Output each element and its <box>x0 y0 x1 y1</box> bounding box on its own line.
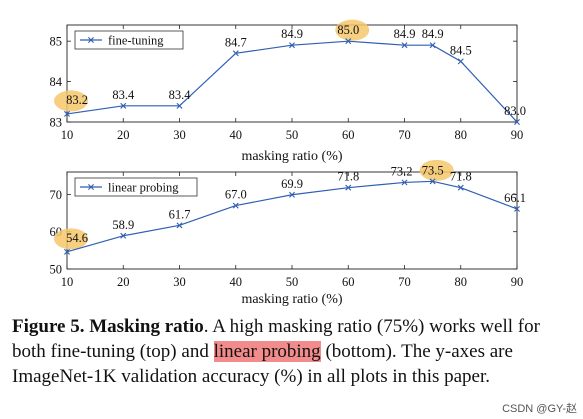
data-point <box>232 202 239 209</box>
x-tick-label: 60 <box>342 128 355 142</box>
data-point <box>514 205 520 212</box>
highlight-marker <box>54 228 88 250</box>
data-point <box>176 222 183 229</box>
figure-caption: Figure 5. Masking ratio. A high masking … <box>12 314 578 389</box>
data-label: 83.2 <box>66 93 88 107</box>
x-tick-label: 90 <box>511 128 524 142</box>
legend-label: linear probing <box>108 181 179 195</box>
x-tick-label: 30 <box>173 275 186 289</box>
x-tick-label: 80 <box>455 275 468 289</box>
x-tick-label: 50 <box>286 275 299 289</box>
data-label: 66.1 <box>504 191 526 205</box>
x-tick-label: 90 <box>511 275 524 289</box>
x-tick-label: 10 <box>61 275 74 289</box>
legend-label: fine-tuning <box>108 34 164 48</box>
x-tick-label: 20 <box>117 275 130 289</box>
watermark: CSDN @GY-赵 <box>502 403 577 415</box>
data-point <box>429 42 436 49</box>
x-axis-label: masking ratio (%) <box>241 292 342 307</box>
data-point <box>345 184 352 191</box>
highlight-marker <box>335 19 370 41</box>
highlight-marker <box>54 90 88 112</box>
data-label: 73.2 <box>391 164 413 178</box>
data-label: 54.6 <box>66 231 88 245</box>
highlight-marker <box>419 159 454 181</box>
data-point <box>289 42 295 49</box>
x-tick-label: 80 <box>455 128 468 142</box>
data-point <box>176 102 183 109</box>
caption-title: Masking ratio <box>89 316 204 337</box>
data-point <box>514 119 520 125</box>
x-axis-label: masking ratio (%) <box>241 149 342 164</box>
fine-tuning-chart: 10 20 30 40 50 60 70 80 90 83 84 85 masking ratio (%… <box>50 19 526 164</box>
x-tick-label: 30 <box>173 128 186 142</box>
y-tick-label: 84 <box>50 75 63 89</box>
data-label: 83.4 <box>169 88 192 102</box>
series-line-1 <box>66 180 518 253</box>
data-label: 84.9 <box>394 27 416 41</box>
data-label: 84.7 <box>225 35 247 49</box>
data-label: 69.9 <box>281 177 303 191</box>
data-point <box>120 102 127 109</box>
data-label: 83.4 <box>112 88 135 102</box>
data-point <box>289 191 295 198</box>
x-tick-label: 50 <box>286 128 299 142</box>
series-line-0 <box>66 40 518 123</box>
y-tick-label: 85 <box>50 35 63 49</box>
x-tick-label: 40 <box>230 275 243 289</box>
y-tick-label: 50 <box>50 263 63 277</box>
data-label: 85.0 <box>337 23 359 37</box>
y-tick-label: 70 <box>50 188 63 202</box>
data-point <box>120 232 127 239</box>
y-tick-label: 83 <box>50 116 63 130</box>
data-label: 67.0 <box>225 188 247 202</box>
data-label: 84.9 <box>422 27 444 41</box>
legend-box <box>74 30 184 50</box>
data-point <box>64 110 70 117</box>
data-label: 58.9 <box>112 218 134 232</box>
data-point <box>401 42 408 49</box>
x-tick-label: 70 <box>398 275 411 289</box>
data-point <box>232 50 239 57</box>
data-point <box>457 184 464 191</box>
data-label: 71.8 <box>450 170 472 184</box>
legend-marker <box>88 37 94 43</box>
x-tick-label: 20 <box>117 128 130 142</box>
data-label: 83.0 <box>504 104 526 118</box>
caption-text-2: (bottom). The y-axes are ImageNet-1K val… <box>12 341 513 387</box>
caption-prefix: Figure 5. <box>12 316 85 337</box>
x-tick-label: 10 <box>61 128 74 142</box>
data-label: 73.5 <box>422 163 444 177</box>
legend-marker <box>88 184 94 190</box>
data-label: 84.5 <box>450 43 472 57</box>
caption-text-1: . A high masking ratio (75%) works well … <box>12 316 540 362</box>
data-point <box>64 248 70 255</box>
data-point <box>429 178 436 185</box>
x-tick-label: 70 <box>398 128 411 142</box>
x-tick-label: 60 <box>342 275 355 289</box>
data-point <box>401 179 408 186</box>
data-label: 61.7 <box>169 207 191 221</box>
legend-box <box>74 177 198 197</box>
caption-highlight: linear probing <box>213 341 321 362</box>
data-point <box>457 58 464 65</box>
data-label: 71.8 <box>337 170 359 184</box>
data-label: 84.9 <box>281 27 303 41</box>
data-point <box>345 38 352 45</box>
x-tick-label: 40 <box>230 128 243 142</box>
